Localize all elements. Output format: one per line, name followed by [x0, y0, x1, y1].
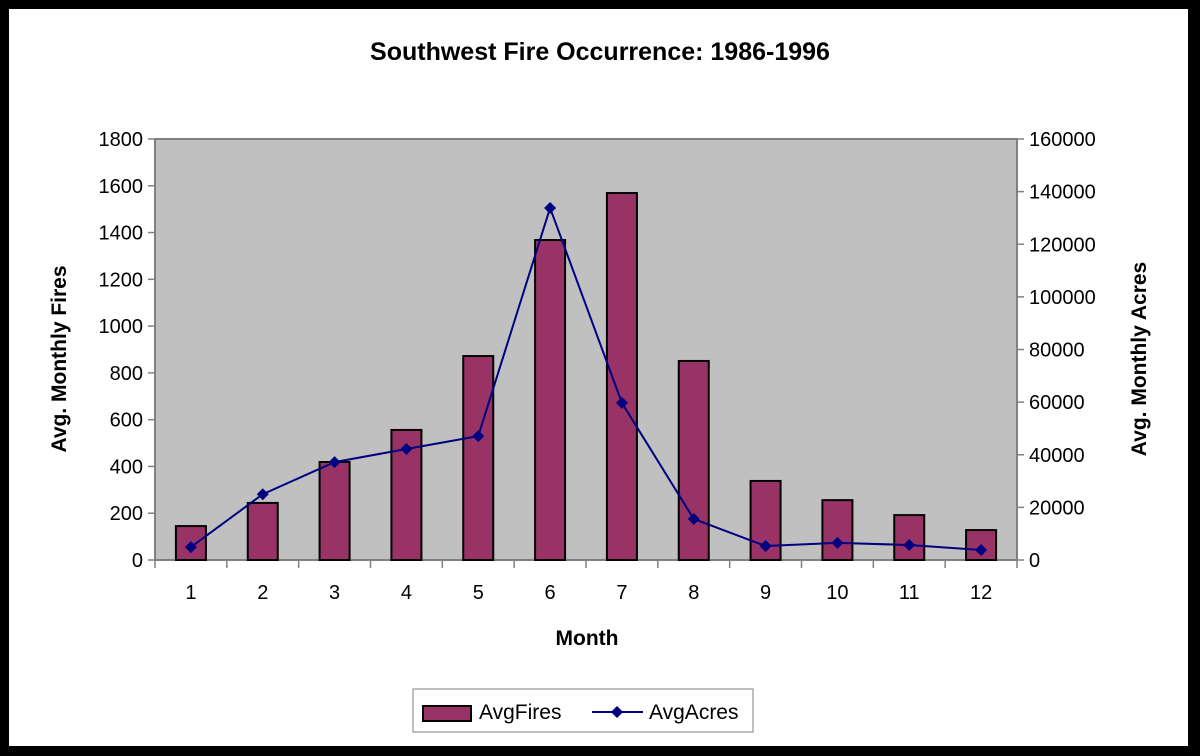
y-tick-label: 1800 — [99, 129, 144, 151]
y-tick-label: 0 — [132, 550, 143, 572]
y2-tick-label: 120000 — [1029, 234, 1096, 256]
legend-diamond-marker-icon — [611, 706, 623, 718]
diamond-marker-icon — [687, 512, 700, 525]
legend-label-avgfires: AvgFires — [479, 701, 561, 724]
x-tick-label: 8 — [688, 582, 699, 604]
legend: AvgFires AvgAcres — [412, 688, 754, 733]
line-series-avgacres — [184, 201, 988, 557]
bar — [246, 501, 279, 562]
x-tick-label: 4 — [401, 582, 412, 604]
diamond-marker-icon — [831, 536, 844, 549]
y-axis-left: 0 200 400 600 800 1000 1200 1400 1600 1800 — [99, 129, 155, 572]
bar — [462, 355, 495, 561]
y-tick-label: 1200 — [99, 269, 144, 291]
y2-tick-label: 0 — [1029, 550, 1040, 572]
x-tick-label: 10 — [826, 582, 848, 604]
chart-frame: Southwest Fire Occurrence: 1986-1996 0 20… — [9, 9, 1188, 746]
y2-tick-label: 80000 — [1029, 340, 1085, 362]
chart-title: Southwest Fire Occurrence: 1986-1996 — [370, 38, 830, 66]
x-tick-label: 12 — [970, 582, 992, 604]
y-tick-label: 400 — [110, 456, 143, 478]
diamond-marker-icon — [903, 539, 916, 552]
y2-tick-label: 20000 — [1029, 497, 1085, 519]
y2-tick-label: 160000 — [1029, 129, 1096, 151]
y2-tick-label: 40000 — [1029, 445, 1085, 467]
bar — [677, 359, 710, 561]
diamond-marker-icon — [328, 456, 341, 469]
diamond-marker-icon — [544, 201, 557, 214]
x-tick-label: 9 — [760, 582, 771, 604]
diamond-marker-icon — [184, 541, 197, 554]
line-path — [190, 204, 982, 551]
legend-item-avgfires: AvgFires — [422, 701, 561, 724]
y-axis-right-title: Avg. Monthly Acres — [1128, 262, 1151, 456]
y-tick-label: 1400 — [99, 223, 144, 245]
diamond-marker-icon — [472, 430, 485, 443]
y-tick-label: 600 — [110, 410, 143, 432]
bar — [893, 514, 926, 561]
y-axis-left-title: Avg. Monthly Fires — [48, 265, 71, 452]
chart-canvas: Southwest Fire Occurrence: 1986-1996 020… — [48, 38, 1151, 733]
y-axis-right: 0 20000 40000 60000 80000 100000 120000 140000 1… — [1017, 129, 1096, 572]
x-tick-label: 1 — [185, 582, 196, 604]
diamond-marker-icon — [400, 442, 413, 455]
legend-bar-swatch-icon — [422, 705, 472, 722]
x-tick-label: 7 — [616, 582, 627, 604]
diamond-marker-icon — [975, 544, 988, 557]
legend-label-avgacres: AvgAcres — [649, 701, 739, 724]
x-tick-label: 2 — [257, 582, 268, 604]
x-tick-label: 3 — [329, 582, 340, 604]
bar — [534, 239, 567, 561]
diamond-marker-icon — [759, 540, 772, 553]
y-tick-label: 1000 — [99, 316, 144, 338]
x-axis-title: Month — [556, 627, 619, 650]
bar — [821, 499, 854, 562]
x-axis: 1 2 3 4 5 6 7 8 9 10 11 12 — [154, 560, 1018, 604]
x-tick-label: 5 — [473, 582, 484, 604]
plot-area — [154, 138, 1018, 561]
diamond-marker-icon — [615, 396, 628, 409]
y2-tick-label: 60000 — [1029, 392, 1085, 414]
bar — [318, 461, 351, 561]
y-tick-label: 200 — [110, 503, 143, 525]
legend-item-avgacres: AvgAcres — [592, 701, 739, 724]
y-tick-label: 1600 — [99, 176, 144, 198]
y2-tick-label: 140000 — [1029, 182, 1096, 204]
y2-tick-label: 100000 — [1029, 287, 1096, 309]
bar-series-avgfires — [174, 192, 998, 562]
x-tick-label: 6 — [545, 582, 556, 604]
y-tick-label: 800 — [110, 363, 143, 385]
plot-background — [154, 138, 1018, 561]
x-tick-label: 11 — [899, 582, 920, 604]
diamond-marker-icon — [256, 488, 269, 501]
